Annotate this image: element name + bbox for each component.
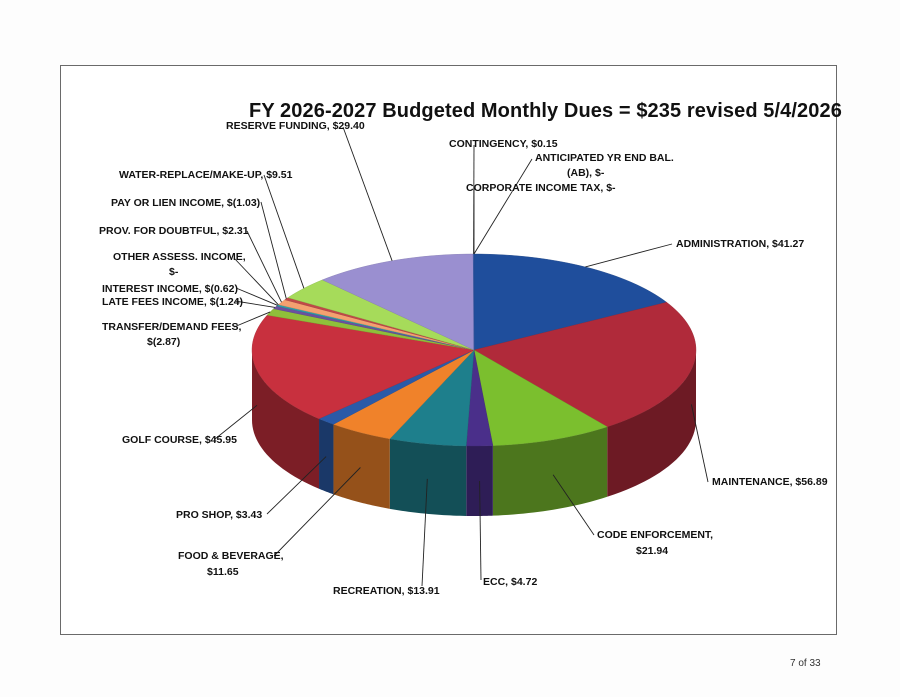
label-interest-income: INTEREST INCOME, $(0.62) [102,283,238,295]
leader-line-10 [235,287,278,306]
label-pro-shop: PRO SHOP, $3.43 [176,509,263,521]
chart-title: FY 2026-2027 Budgeted Monthly Dues = $23… [249,100,842,122]
pie-side-6 [319,418,334,495]
leader-line-17 [473,158,533,255]
leader-line-9 [234,300,276,308]
pie-slice-2 [473,349,608,446]
pie-slice-7 [251,314,475,419]
label-food-beverage-2: $11.65 [207,566,239,578]
label-other-assess-income-2: $- [169,266,179,278]
leader-line-8 [233,311,271,328]
leader-line-5 [273,467,361,557]
leader-line-11 [233,257,279,306]
label-recreation: RECREATION, $13.91 [333,585,440,597]
pie-slice-14 [287,279,475,351]
label-transfer-demand-fees-2: $(2.87) [147,336,181,348]
label-anticipated-1: ANTICIPATED YR END BAL. [535,152,674,164]
pie-slice-5 [332,349,475,440]
label-administration: ADMINISTRATION, $41.27 [676,238,805,250]
pie-side-1 [607,350,696,497]
pie-slice-1 [473,302,697,428]
pie-side-5 [333,424,390,509]
label-other-assess-income-1: OTHER ASSESS. INCOME, [113,251,246,263]
label-maintenance: MAINTENANCE, $56.89 [712,476,828,488]
leader-line-3 [479,480,482,581]
leader-line-4 [421,478,428,587]
label-ecc: ECC, $4.72 [483,576,538,588]
label-golf-course: GOLF COURSE, $45.95 [122,434,237,446]
pie-side-7 [252,350,320,489]
leader-line-12 [246,230,282,303]
label-late-fees-income: LATE FEES INCOME, $(1.24) [102,296,243,308]
pie-side-walls [252,350,696,516]
label-code-enforcement-1: CODE ENFORCEMENT, [597,529,714,541]
leader-line-2 [552,474,595,536]
pie-top [251,253,697,447]
leader-line-6 [266,456,327,515]
label-prov-for-doubtful: PROV. FOR DOUBTFUL, $2.31 [99,225,249,237]
label-pay-or-lien-income: PAY OR LIEN INCOME, $(1.03) [111,197,261,209]
label-contingency: CONTINGENCY, $0.15 [449,138,558,150]
leader-line-13 [260,201,287,299]
pie-side-2 [492,426,608,516]
pie-slice-4 [389,349,475,447]
leader-line-15 [342,126,393,261]
leader-lines [214,126,709,587]
leader-line-1 [690,404,709,483]
label-anticipated-2: (AB), $- [567,167,605,179]
label-code-enforcement-2: $21.94 [636,545,669,557]
pie-side-3 [466,445,493,516]
leader-line-14 [263,174,305,289]
pie-side-4 [389,438,467,516]
page-number: 7 of 33 [790,658,821,669]
label-water-replace: WATER-REPLACE/MAKE-UP, $9.51 [119,169,293,181]
leader-line-7 [214,404,258,440]
label-corporate-income-tax: CORPORATE INCOME TAX, $- [466,182,616,194]
label-reserve-funding: RESERVE FUNDING, $29.40 [226,120,365,132]
leader-line-0 [585,243,673,268]
label-food-beverage-1: FOOD & BEVERAGE, [178,550,284,562]
pie-slice-0 [473,253,668,351]
label-transfer-demand-fees-1: TRANSFER/DEMAND FEES, [102,321,242,333]
